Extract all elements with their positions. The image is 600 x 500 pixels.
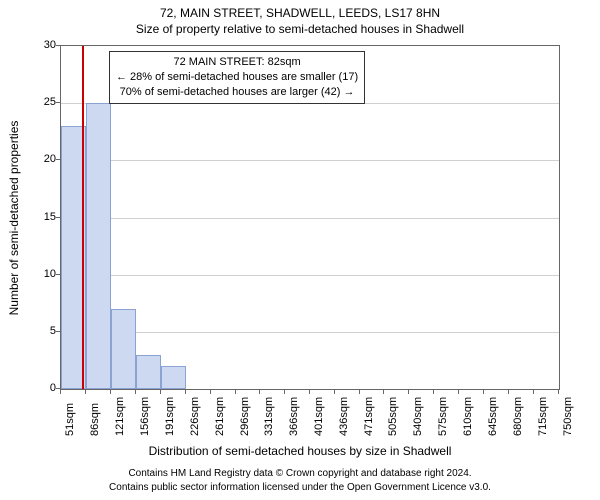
xtick-label: 680sqm [512, 397, 524, 436]
xtick-mark [458, 390, 459, 394]
xtick-label: 296sqm [239, 397, 251, 436]
xtick-label: 51sqm [64, 403, 76, 436]
xtick-mark [558, 390, 559, 394]
xtick-mark [210, 390, 211, 394]
histogram-bar [111, 309, 136, 389]
chart-title-line2: Size of property relative to semi-detach… [0, 22, 600, 36]
xtick-label: 715sqm [537, 397, 549, 436]
reference-line [82, 46, 84, 389]
ytick-mark [56, 331, 60, 332]
histogram-bar [136, 355, 161, 389]
xtick-mark [235, 390, 236, 394]
xtick-mark [60, 390, 61, 394]
annotation-text: 72 MAIN STREET: 82sqm [116, 55, 358, 70]
xtick-label: 575sqm [437, 397, 449, 436]
ytick-mark [56, 102, 60, 103]
xtick-mark [533, 390, 534, 394]
ytick-label: 10 [26, 268, 56, 280]
ytick-mark [56, 388, 60, 389]
histogram-bar [86, 103, 111, 389]
xtick-mark [110, 390, 111, 394]
xtick-label: 540sqm [412, 397, 424, 436]
annotation-text: 70% of semi-detached houses are larger (… [116, 85, 358, 100]
xtick-mark [483, 390, 484, 394]
xtick-label: 191sqm [164, 397, 176, 436]
plot-area: 72 MAIN STREET: 82sqm← 28% of semi-detac… [60, 45, 560, 390]
ytick-label: 15 [26, 211, 56, 223]
ytick-mark [56, 45, 60, 46]
ytick-label: 5 [26, 325, 56, 337]
xtick-label: 610sqm [462, 397, 474, 436]
ytick-label: 20 [26, 153, 56, 165]
xtick-label: 156sqm [139, 397, 151, 436]
xtick-label: 471sqm [363, 397, 375, 436]
xtick-mark [334, 390, 335, 394]
xtick-label: 645sqm [487, 397, 499, 436]
xtick-mark [383, 390, 384, 394]
xtick-mark [160, 390, 161, 394]
xtick-mark [433, 390, 434, 394]
xtick-mark [309, 390, 310, 394]
ytick-mark [56, 217, 60, 218]
xtick-mark [284, 390, 285, 394]
footer-line1: Contains HM Land Registry data © Crown c… [0, 468, 600, 479]
y-axis-label: Number of semi-detached properties [7, 121, 21, 316]
xtick-label: 750sqm [562, 397, 574, 436]
histogram-bar [161, 366, 186, 389]
chart-container: 72, MAIN STREET, SHADWELL, LEEDS, LS17 8… [0, 0, 600, 500]
xtick-label: 121sqm [114, 397, 126, 436]
gridline [61, 275, 559, 276]
xtick-mark [408, 390, 409, 394]
annotation-box: 72 MAIN STREET: 82sqm← 28% of semi-detac… [109, 51, 365, 104]
xtick-mark [359, 390, 360, 394]
xtick-mark [135, 390, 136, 394]
xtick-label: 331sqm [263, 397, 275, 436]
ytick-label: 30 [26, 39, 56, 51]
xtick-mark [85, 390, 86, 394]
xtick-mark [508, 390, 509, 394]
xtick-label: 401sqm [313, 397, 325, 436]
chart-title-line1: 72, MAIN STREET, SHADWELL, LEEDS, LS17 8… [0, 6, 600, 20]
ytick-label: 0 [26, 382, 56, 394]
annotation-text: ← 28% of semi-detached houses are smalle… [116, 70, 358, 85]
x-axis-label: Distribution of semi-detached houses by … [0, 444, 600, 458]
xtick-label: 261sqm [214, 397, 226, 436]
xtick-label: 226sqm [189, 397, 201, 436]
xtick-label: 436sqm [338, 397, 350, 436]
footer-line2: Contains public sector information licen… [0, 482, 600, 493]
xtick-mark [259, 390, 260, 394]
xtick-label: 366sqm [288, 397, 300, 436]
gridline [61, 218, 559, 219]
gridline [61, 160, 559, 161]
xtick-mark [185, 390, 186, 394]
ytick-mark [56, 274, 60, 275]
ytick-mark [56, 159, 60, 160]
xtick-label: 86sqm [89, 403, 101, 436]
xtick-label: 505sqm [387, 397, 399, 436]
ytick-label: 25 [26, 96, 56, 108]
